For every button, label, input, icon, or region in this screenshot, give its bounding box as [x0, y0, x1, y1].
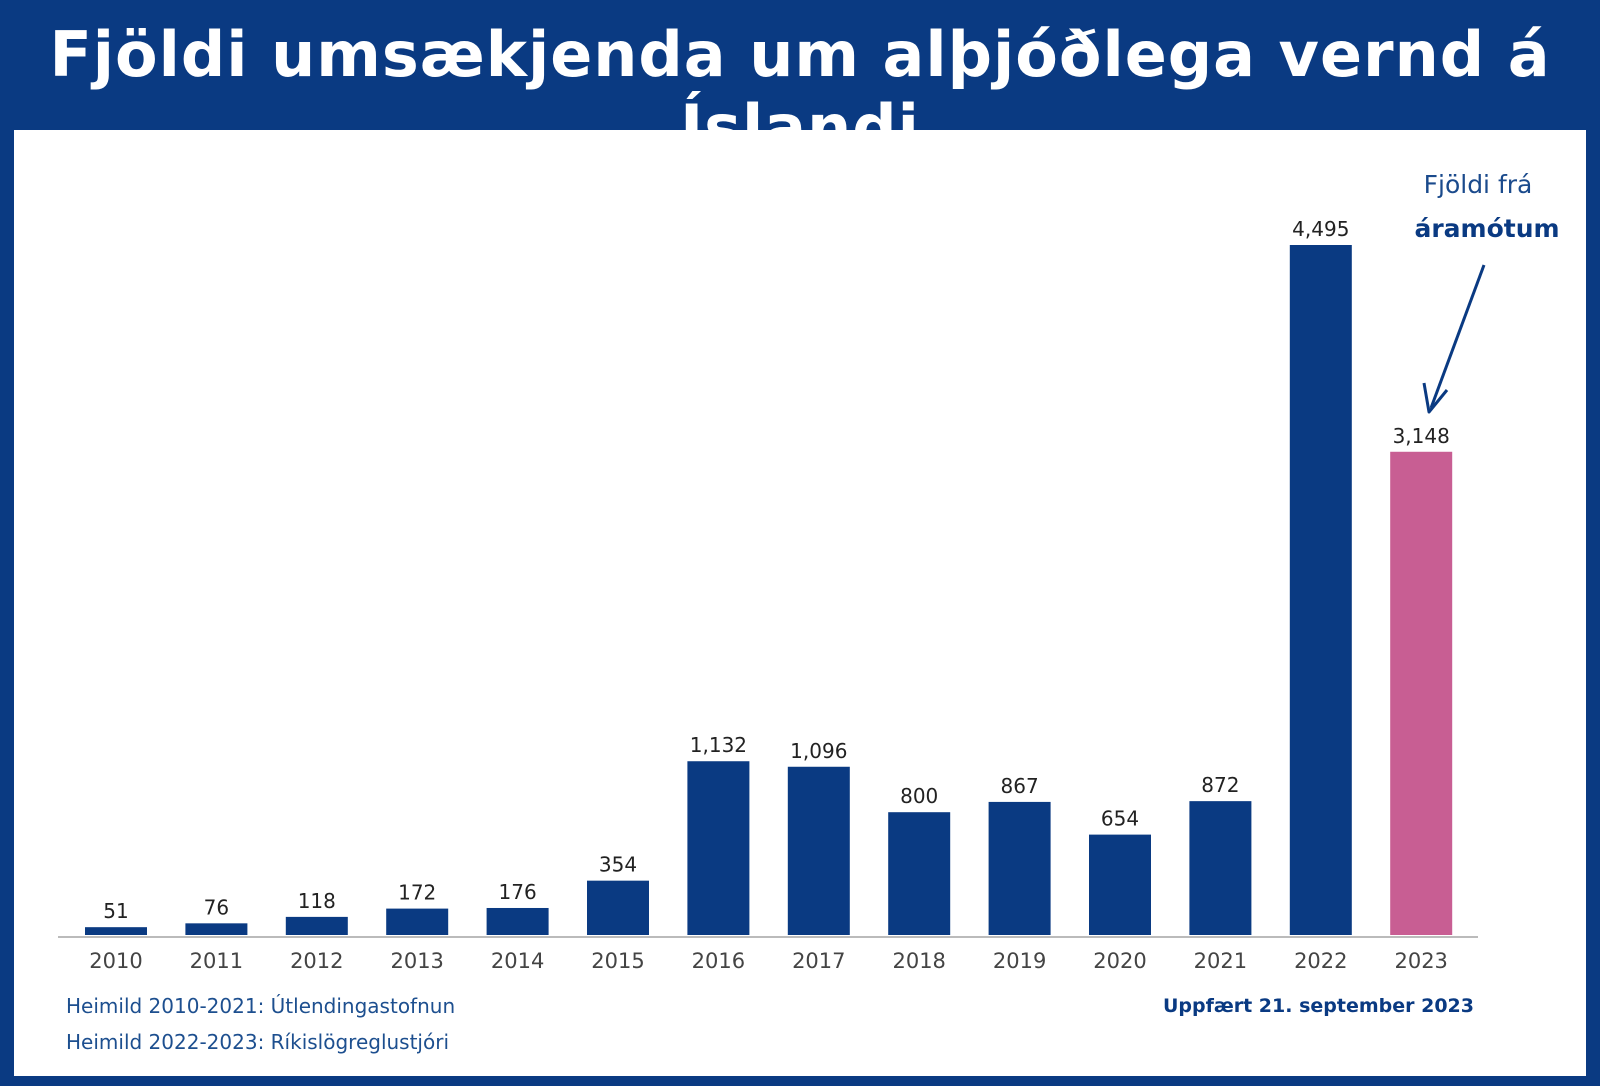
x-tick-label-2019: 2019: [993, 949, 1046, 973]
bar-2014: [486, 907, 549, 935]
x-tick-label-2012: 2012: [290, 949, 343, 973]
x-tick-label-2011: 2011: [190, 949, 243, 973]
bar-2010: [85, 927, 147, 935]
bar-2021: [1189, 801, 1252, 935]
bar-value-label-2014: 176: [499, 880, 537, 904]
bar-2023: [1390, 451, 1453, 935]
bar-value-label-2013: 172: [398, 881, 436, 905]
bar-2011: [185, 923, 248, 935]
bar-2013: [386, 908, 449, 935]
bar-value-label-2019: 867: [1001, 774, 1039, 798]
bar-value-label-2010: 51: [103, 899, 128, 923]
annotation-group: Fjöldi frá áramótum: [1414, 170, 1560, 414]
x-tick-label-2023: 2023: [1394, 949, 1447, 973]
annotation-arrow-shaft: [1429, 264, 1486, 409]
x-tick-label-2010: 2010: [89, 949, 142, 973]
bar-2017: [787, 766, 850, 935]
bar-2020: [1089, 834, 1151, 935]
bar-value-label-2017: 1,096: [790, 739, 847, 763]
chart-title: Fjöldi umsækjenda um alþjóðlega vernd á …: [49, 18, 1551, 164]
source-line-2: Heimild 2022-2023: Ríkislögreglustjóri: [66, 1030, 450, 1054]
bar-2015: [587, 880, 649, 935]
bar-value-label-2020: 654: [1101, 807, 1139, 831]
annotation-line1: Fjöldi frá: [1424, 170, 1533, 199]
x-tick-label-2022: 2022: [1294, 949, 1347, 973]
x-tick-label-2013: 2013: [390, 949, 443, 973]
bar-2012: [285, 916, 348, 935]
bar-value-label-2012: 118: [298, 889, 336, 913]
x-tick-label-2018: 2018: [892, 949, 945, 973]
bar-2018: [888, 812, 951, 935]
bar-value-label-2016: 1,132: [690, 733, 747, 757]
bar-value-label-2011: 76: [204, 895, 229, 919]
x-tick-label-2021: 2021: [1194, 949, 1247, 973]
bar-value-label-2022: 4,495: [1292, 217, 1349, 241]
bar-2016: [687, 761, 750, 935]
annotation-line2: áramótum: [1414, 214, 1559, 243]
bar-value-label-2023: 3,148: [1393, 424, 1450, 448]
x-tick-label-2020: 2020: [1093, 949, 1146, 973]
bars-group: 51 2010 76 2011 118 2012 172 2013 176 2014 354 2015…: [85, 217, 1453, 973]
annotation-arrow-head: [1422, 382, 1449, 414]
source-line-1: Heimild 2010-2021: Útlendingastofnun: [66, 994, 456, 1018]
bar-2022: [1289, 245, 1352, 935]
bar-value-label-2015: 354: [599, 853, 637, 877]
x-tick-label-2015: 2015: [591, 949, 644, 973]
x-tick-label-2014: 2014: [491, 949, 544, 973]
x-tick-label-2016: 2016: [692, 949, 745, 973]
bar-value-label-2018: 800: [900, 784, 938, 808]
bar-value-label-2021: 872: [1201, 773, 1239, 797]
bar-2019: [988, 801, 1051, 935]
x-tick-label-2017: 2017: [792, 949, 845, 973]
updated-date: Uppfært 21. september 2023: [1162, 995, 1474, 1017]
